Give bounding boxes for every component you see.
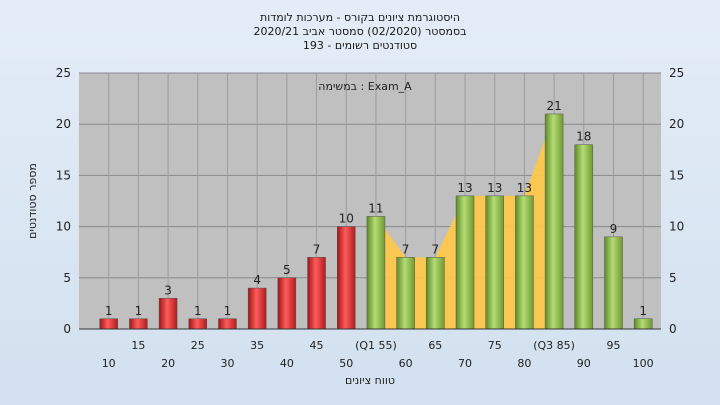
- data-label-13: 13: [487, 181, 502, 195]
- x-tick-3: 25: [191, 339, 205, 352]
- x-tick-4: 30: [220, 357, 234, 370]
- x-tick-13: 75: [488, 339, 502, 352]
- y-tick-right-25: 25: [669, 66, 684, 80]
- bar-13: [485, 195, 504, 330]
- y-tick-left-20: 20: [56, 117, 71, 131]
- x-tick-8: 50: [339, 357, 353, 370]
- bar-0: [99, 318, 118, 330]
- y-tick-left-25: 25: [56, 66, 71, 80]
- bar-8: [336, 226, 356, 330]
- x-tick-5: 35: [250, 339, 264, 352]
- data-label-10: 7: [402, 242, 410, 256]
- data-label-4: 1: [224, 304, 232, 318]
- bar-1: [129, 318, 148, 330]
- bar-10: [396, 257, 415, 330]
- data-label-17: 9: [610, 222, 618, 236]
- x-axis-title: טווח ציונים: [345, 374, 395, 387]
- chart-annotation: במשימה : Exam_A: [318, 80, 412, 93]
- x-tick-12: 70: [458, 357, 472, 370]
- data-label-5: 4: [253, 273, 261, 287]
- y-tick-left-15: 15: [56, 168, 71, 182]
- data-label-18: 1: [639, 304, 647, 318]
- y-tick-left-5: 5: [63, 271, 71, 285]
- y-ticks-left: 0 5 10 15 20 25: [56, 66, 71, 336]
- bar-12: [455, 195, 475, 330]
- title-line-3: סטודנטים רשומים - 193: [303, 39, 417, 52]
- bar-7: [307, 257, 326, 330]
- data-label-3: 1: [194, 304, 202, 318]
- bar-16: [574, 144, 594, 330]
- data-label-11: 7: [432, 242, 440, 256]
- bar-2: [158, 298, 178, 330]
- x-tick-11: 65: [428, 339, 442, 352]
- x-tick-6: 40: [280, 357, 294, 370]
- data-label-9: 11: [368, 201, 383, 215]
- x-tick-17: 95: [606, 339, 620, 352]
- data-label-14: 13: [517, 181, 532, 195]
- data-label-7: 7: [313, 242, 321, 256]
- chart-title: היסטוגרמת ציונים בקורס - מערכות לומדות ב…: [253, 11, 466, 52]
- x-tick-2: 20: [161, 357, 175, 370]
- bar-6: [277, 277, 297, 330]
- x-ticks: 10 15 20 25 30 35 40 45 50(Q1 55)60 65 70 75 80(Q3 8…: [102, 339, 654, 370]
- title-line-2: בסמסטר (02/2020) סמסטר אביב 2020/21: [253, 25, 466, 38]
- bar-15: [544, 113, 564, 330]
- y-tick-right-5: 5: [669, 271, 677, 285]
- x-tick-0: 10: [102, 357, 116, 370]
- y-ticks-right: 0 5 10 15 20 25: [669, 66, 684, 336]
- bar-18: [633, 318, 653, 330]
- data-label-1: 1: [135, 304, 143, 318]
- x-tick-16: 90: [577, 357, 591, 370]
- data-label-0: 1: [105, 304, 113, 318]
- y-tick-right-10: 10: [669, 220, 684, 234]
- bar-4: [218, 318, 237, 330]
- y-tick-left-0: 0: [63, 322, 71, 336]
- data-label-12: 13: [457, 181, 472, 195]
- y-tick-right-0: 0: [669, 322, 677, 336]
- bar-17: [604, 236, 623, 330]
- y-tick-right-15: 15: [669, 168, 684, 182]
- title-line-1: היסטוגרמת ציונים בקורס - מערכות לומדות: [260, 11, 460, 24]
- data-label-2: 3: [164, 283, 172, 297]
- bar-3: [188, 318, 208, 330]
- x-tick-7: 45: [310, 339, 324, 352]
- x-tick-10: 60: [399, 357, 413, 370]
- x-tick-18: 100: [633, 357, 654, 370]
- x-tick-14: 80: [517, 357, 531, 370]
- data-label-8: 10: [339, 212, 354, 226]
- data-label-16: 18: [576, 130, 591, 144]
- y-tick-right-20: 20: [669, 117, 684, 131]
- y-tick-left-10: 10: [56, 220, 71, 234]
- data-label-15: 21: [546, 99, 561, 113]
- y-axis-title: מספר סטודנטים: [26, 163, 39, 239]
- bar-14: [515, 195, 534, 330]
- data-label-6: 5: [283, 263, 291, 277]
- x-tick-1: 15: [131, 339, 145, 352]
- x-tick-9: (Q1 55): [355, 339, 397, 352]
- bar-9: [366, 216, 386, 330]
- bar-11: [426, 257, 445, 330]
- x-tick-15: (Q3 85): [533, 339, 575, 352]
- bars: [99, 113, 653, 330]
- bar-5: [247, 287, 267, 330]
